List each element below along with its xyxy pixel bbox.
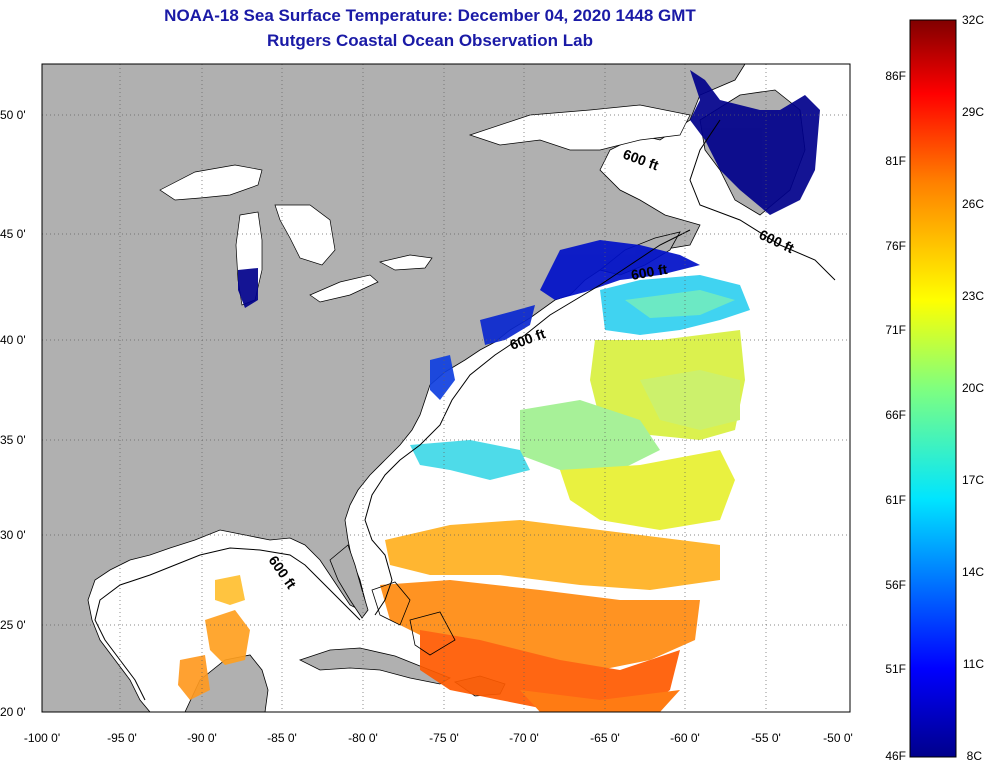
colorbar-celsius-labels: 32C 29C 26C 23C 20C 17C 14C 11C 8C: [962, 13, 984, 763]
colorbar-f-label: 71F: [885, 323, 906, 337]
sst-data-layer: [178, 70, 820, 712]
x-tick-label: -95 0': [107, 731, 137, 745]
y-tick-label: 35 0': [0, 433, 26, 447]
y-tick-label: 40 0': [0, 333, 26, 347]
x-tick-label: -70 0': [509, 731, 539, 745]
lake-ontario: [379, 254, 433, 271]
colorbar-f-label: 61F: [885, 493, 906, 507]
map-title: NOAA-18 Sea Surface Temperature: Decembe…: [164, 6, 696, 25]
depth-contour-600ft: [94, 119, 836, 701]
colorbar-f-label: 76F: [885, 239, 906, 253]
lat-lon-grid: [42, 64, 850, 712]
x-axis: -100 0' -95 0' -90 0' -85 0' -80 0' -75 …: [24, 731, 853, 745]
colorbar-c-label: 11C: [963, 657, 984, 671]
x-tick-label: -65 0': [590, 731, 620, 745]
map-frame: [41, 63, 851, 713]
colorbar-f-label: 46F: [885, 749, 906, 763]
land-north-america: [42, 64, 746, 712]
colorbar-c-label: 26C: [962, 197, 984, 211]
lake-huron: [274, 204, 336, 266]
colorbar-f-label: 86F: [885, 69, 906, 83]
colorbar-f-label: 56F: [885, 578, 906, 592]
map-subtitle: Rutgers Coastal Ocean Observation Lab: [267, 31, 593, 50]
gulf-st-lawrence: [468, 104, 691, 151]
colorbar-f-label: 66F: [885, 408, 906, 422]
lake-superior: [159, 164, 263, 201]
colorbar-c-label: 23C: [962, 289, 984, 303]
land-florida: [329, 544, 369, 619]
contour-label: 600 ft: [630, 261, 669, 283]
lake-erie: [309, 274, 379, 303]
colorbar-c-label: 8C: [967, 749, 983, 763]
colorbar-f-label: 81F: [885, 154, 906, 168]
y-tick-label: 25 0': [0, 618, 26, 632]
colorbar: [909, 19, 957, 758]
x-tick-label: -75 0': [429, 731, 459, 745]
colorbar-f-label: 51F: [885, 662, 906, 676]
colorbar-c-label: 17C: [962, 473, 984, 487]
colorbar-c-label: 32C: [962, 13, 984, 27]
x-tick-label: -60 0': [670, 731, 700, 745]
x-tick-label: -100 0': [24, 731, 60, 745]
y-tick-label: 50 0': [0, 108, 26, 122]
colorbar-c-label: 29C: [962, 105, 984, 119]
x-tick-label: -50 0': [823, 731, 853, 745]
y-tick-label: 45 0': [0, 227, 26, 241]
y-axis: 50 0' 45 0' 40 0' 35 0' 30 0' 25 0' 20 0…: [0, 108, 26, 719]
colorbar-c-label: 20C: [962, 381, 984, 395]
y-tick-label: 20 0': [0, 705, 26, 719]
y-tick-label: 30 0': [0, 528, 26, 542]
colorbar-c-label: 14C: [962, 565, 984, 579]
colorbar-fahrenheit-labels: 86F 81F 76F 71F 66F 61F 56F 51F 46F: [885, 69, 906, 763]
x-tick-label: -90 0': [187, 731, 217, 745]
bahamas-banks: [371, 581, 456, 656]
x-tick-label: -85 0': [267, 731, 297, 745]
x-tick-label: -55 0': [751, 731, 781, 745]
x-tick-label: -80 0': [348, 731, 378, 745]
